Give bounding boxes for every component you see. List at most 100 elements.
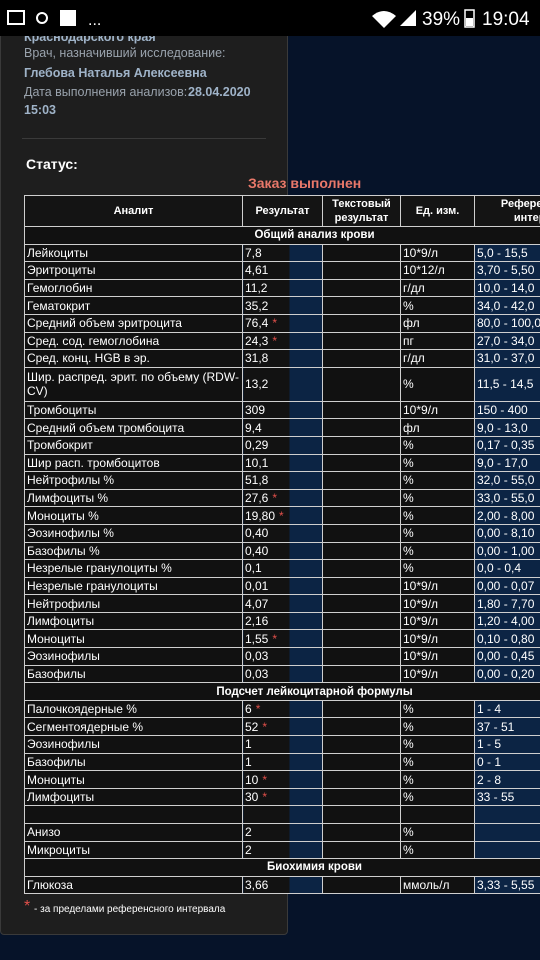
result-value: 0,01 xyxy=(245,578,269,593)
analyte: Тромбокрит xyxy=(24,435,243,455)
unit: 10*12/л xyxy=(400,261,475,280)
column-header: Аналит xyxy=(24,195,243,227)
analyte: Сред. сод. гемоглобина xyxy=(24,331,243,351)
column-header: Ед. изм. xyxy=(400,195,475,227)
reference: 0,10 - 0,80 xyxy=(474,629,540,649)
reference: 2 - 8 xyxy=(474,770,540,789)
reference: 0,00 - 1,00 xyxy=(474,541,540,561)
analyte: Гематокрит xyxy=(24,296,243,315)
result-row: Моноциты 1,55 * 10*9/л 0,10 - 0,80 xyxy=(24,629,540,649)
text-result xyxy=(322,735,401,754)
analyte: Тромбоциты xyxy=(24,400,243,420)
empty-cell xyxy=(24,805,243,824)
column-header: Результат xyxy=(242,195,323,227)
text-result xyxy=(322,506,401,525)
result-row: Лимфоциты % 27,6 *% 33,0 - 55,0 xyxy=(24,488,540,508)
result-row: Нейтрофилы 4,07 10*9/л 1,80 - 7,70 xyxy=(24,594,540,613)
unit: 10*9/л xyxy=(400,400,475,420)
unit: % xyxy=(400,823,475,842)
result: 31,8 xyxy=(242,349,323,368)
status-value: Заказ выполнен xyxy=(248,175,362,191)
reference: 150 - 400 xyxy=(474,400,540,420)
result-row: Анизо 2% xyxy=(24,823,540,842)
unit: % xyxy=(400,840,475,860)
reference: 1,20 - 4,00 xyxy=(474,611,540,631)
result: 0,01 xyxy=(242,576,323,596)
analyte: Базофилы xyxy=(24,752,243,772)
column-header: Референсный интервал xyxy=(474,195,540,227)
text-result xyxy=(322,349,401,368)
text-result xyxy=(322,787,401,807)
reference: 11,5 - 14,5 xyxy=(474,366,540,402)
result: 1,55 * xyxy=(242,629,323,649)
analyte: Средний объем тромбоцита xyxy=(24,418,243,437)
reference: 3,33 - 5,55 xyxy=(474,875,540,895)
analyte: Лейкоциты xyxy=(24,243,243,263)
unit: % xyxy=(400,699,475,719)
result-row: Базофилы 0,03 10*9/л 0,00 - 0,20 xyxy=(24,664,540,684)
result-row: Сред. конц. HGB в эр. 31,8 г/дл 31,0 - 37,0 xyxy=(24,349,540,368)
section-title: Подсчет лейкоцитарной формулы xyxy=(24,682,540,701)
result-value: 27,6 xyxy=(245,491,269,506)
analyte: Моноциты % xyxy=(24,506,243,525)
result-value: 51,8 xyxy=(245,473,269,488)
result: 1 xyxy=(242,735,323,754)
result-row: Моноциты % 19,80 *% 2,00 - 8,00 xyxy=(24,506,540,525)
result: 0,1 xyxy=(242,559,323,578)
result-row: Нейтрофилы % 51,8% 32,0 - 55,0 xyxy=(24,471,540,490)
analyte: Эозинофилы xyxy=(24,735,243,754)
result-row: Тромбокрит 0,29% 0,17 - 0,35 xyxy=(24,435,540,455)
result-value: 9,4 xyxy=(245,420,262,435)
flag: * xyxy=(272,333,278,348)
reference: 10,0 - 14,0 xyxy=(474,278,540,298)
analyte: Базофилы xyxy=(24,664,243,684)
result-value: 30 xyxy=(245,790,259,805)
result-value: 31,8 xyxy=(245,351,269,366)
result-value: 10 xyxy=(245,772,259,787)
status-label: Статус: xyxy=(26,156,78,172)
analyte: Нейтрофилы xyxy=(24,594,243,613)
reference: 9,0 - 17,0 xyxy=(474,453,540,473)
text-result xyxy=(322,576,401,596)
header-row: Аналит Результат Текстовый результат Ед. из… xyxy=(24,195,540,227)
unit: % xyxy=(400,366,475,402)
column-header: Текстовый результат xyxy=(322,195,401,227)
unit: 10*9/л xyxy=(400,611,475,631)
result-value: 2,16 xyxy=(245,614,269,629)
analyte: Глюкоза xyxy=(24,875,243,895)
result: 27,6 * xyxy=(242,488,323,508)
text-result xyxy=(322,400,401,420)
result-row: Сегментоядерные % 52 *% 37 - 51 xyxy=(24,717,540,737)
reference: 1 - 4 xyxy=(474,699,540,719)
result-row: Палочкоядерные % 6 *% 1 - 4 xyxy=(24,699,540,719)
result: 0,03 xyxy=(242,664,323,684)
unit: % xyxy=(400,488,475,508)
reference: 2,00 - 8,00 xyxy=(474,506,540,525)
result-value: 52 xyxy=(245,719,259,734)
result: 0,40 xyxy=(242,523,323,543)
result-value: 6 xyxy=(245,702,252,717)
result-value: 1 xyxy=(245,737,252,752)
result-value: 10,1 xyxy=(245,455,269,470)
result: 19,80 * xyxy=(242,506,323,525)
analyte: Незрелые гранулоциты % xyxy=(24,559,243,578)
analyte: Средний объем эритроцита xyxy=(24,313,243,333)
wifi-icon xyxy=(372,11,396,28)
result-row: Тромбоциты 309 10*9/л 150 - 400 xyxy=(24,400,540,420)
text-result xyxy=(322,770,401,789)
unit: % xyxy=(400,296,475,315)
result-value: 1 xyxy=(245,754,252,769)
text-result xyxy=(322,243,401,263)
text-result xyxy=(322,366,401,402)
unit: % xyxy=(400,559,475,578)
result-row: Средний объем эритроцита 76,4 * фл 80,0 - 10… xyxy=(24,313,540,333)
result-value: 76,4 xyxy=(245,316,269,331)
result: 0,40 xyxy=(242,541,323,561)
reference: 5,0 - 15,5 xyxy=(474,243,540,263)
result-row: Гемоглобин 11,2 г/дл 10,0 - 14,0 xyxy=(24,278,540,298)
result-value: 11,2 xyxy=(245,281,268,296)
result: 30 * xyxy=(242,787,323,807)
table-wrap: Аналит Результат Текстовый результат Ед. из… xyxy=(0,195,540,895)
unit: 10*9/л xyxy=(400,576,475,596)
result: 35,2 xyxy=(242,296,323,315)
